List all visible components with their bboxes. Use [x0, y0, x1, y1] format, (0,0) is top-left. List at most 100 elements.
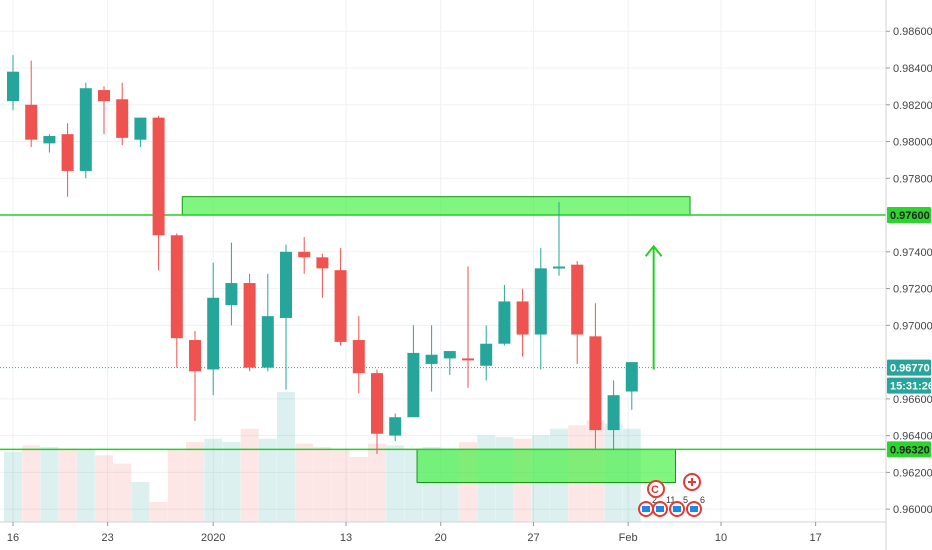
volume-bar	[186, 442, 204, 522]
event-count: 2	[652, 495, 657, 505]
candle-body	[116, 99, 129, 138]
price-axis-labels: 0.98600 0.98400 0.98200 0.98000 0.97800 0.974…	[886, 26, 932, 516]
candle-body	[462, 358, 474, 361]
volume-bar	[58, 448, 77, 522]
time-tick-label: 13	[340, 532, 352, 544]
resistance-zone[interactable]	[181, 196, 691, 216]
price-tag: 0.96770	[887, 359, 931, 376]
candle-body	[25, 104, 38, 140]
event-circle-icon[interactable]	[647, 480, 665, 498]
price-tick-label: 0.97400	[893, 247, 932, 259]
flag-icon[interactable]: 5	[669, 495, 688, 517]
price-tag-label: 0.97600	[890, 210, 930, 222]
price-tag: 0.96320	[887, 441, 931, 458]
time-tick-label: 10	[715, 532, 727, 544]
volume-bar	[204, 438, 223, 522]
flag-icon[interactable]: 2	[638, 495, 657, 517]
drawn-zones[interactable]	[181, 196, 691, 483]
price-tick-label: 0.97200	[893, 284, 932, 296]
price-tick-label: 0.98400	[893, 63, 932, 75]
event-count: 6	[700, 495, 705, 505]
volume-bar	[258, 438, 277, 522]
volume-bar	[95, 455, 113, 522]
price-tick-label: 0.98600	[893, 26, 932, 38]
volume-bar	[149, 502, 168, 522]
candle-body	[243, 283, 256, 368]
candle-body	[207, 297, 220, 370]
candle-body	[498, 301, 511, 344]
volume-bar	[4, 452, 22, 522]
event-count: 5	[683, 495, 688, 505]
flag-icon[interactable]: 11	[652, 495, 675, 517]
price-tag: 15:31:26	[887, 377, 932, 394]
price-tick-label: 0.96000	[893, 504, 932, 516]
price-tag-bg	[887, 441, 931, 458]
price-tag-bg	[887, 207, 931, 224]
price-tag-label: 0.96770	[890, 363, 930, 375]
volume-bar	[167, 450, 186, 522]
volume-bar	[313, 447, 332, 522]
candle-body	[371, 373, 383, 434]
event-c-glyph: C	[651, 484, 659, 496]
plus-v	[691, 478, 693, 486]
candle-body	[280, 251, 292, 318]
support-zone[interactable]	[416, 448, 676, 483]
price-tag-label: 0.96320	[890, 444, 930, 456]
candle-body	[98, 90, 110, 102]
volume-bar	[22, 445, 41, 522]
volume-bar	[295, 443, 314, 522]
price-axis-panel[interactable]	[886, 0, 932, 550]
candle-body	[553, 266, 565, 269]
time-tick-label: 27	[527, 532, 539, 544]
arrow-head[interactable]	[644, 244, 663, 257]
volume-bar	[386, 445, 405, 522]
candle-body	[480, 343, 493, 366]
candle-body	[516, 301, 529, 335]
time-axis-labels: 16 23 2020 13 20 27 Feb 10 17	[7, 522, 822, 544]
price-tag-label: 15:31:26	[890, 381, 932, 393]
candle-body	[43, 136, 56, 144]
event-count: 11	[666, 495, 675, 505]
candles	[7, 55, 638, 454]
volume-bar	[240, 428, 259, 522]
volume-bar	[40, 447, 59, 522]
candle-body	[625, 362, 638, 392]
candle-body	[534, 268, 547, 335]
candle-body	[589, 336, 602, 431]
flag-icon[interactable]: 6	[686, 495, 705, 517]
candle-body	[61, 134, 74, 171]
candle-body	[79, 88, 92, 171]
volume-bar	[131, 482, 150, 522]
price-tick-label: 0.96200	[893, 467, 932, 479]
candle-body	[389, 417, 402, 436]
projection-arrow[interactable]	[644, 244, 663, 370]
candle-body	[571, 264, 584, 335]
candle-body	[443, 351, 456, 359]
candle-body	[170, 235, 183, 339]
event-markers[interactable]: 2 11 5 6 C	[638, 473, 705, 517]
volume-bar	[113, 463, 132, 522]
candle-body	[7, 71, 19, 102]
price-tick-label: 0.96600	[893, 394, 932, 406]
candle-body	[316, 257, 329, 269]
candle-body	[189, 340, 201, 372]
event-flag	[656, 506, 664, 512]
candle-body	[225, 283, 238, 306]
price-tags: 0.97600 0.96770 15:31:26 0.96320	[887, 207, 932, 458]
price-tick-label: 0.97000	[893, 320, 932, 332]
time-tick-label: 17	[809, 532, 821, 544]
candle-body	[352, 340, 365, 374]
candle-body	[607, 395, 620, 431]
volume-bar	[277, 392, 295, 522]
price-tick-label: 0.97800	[893, 173, 932, 185]
horizontal-lines[interactable]	[0, 214, 886, 451]
time-tick-label: 2020	[201, 532, 225, 544]
price-tag-bg	[887, 377, 931, 394]
time-tick-label: 16	[7, 532, 19, 544]
price-tick-label: 0.98000	[893, 137, 932, 149]
volume-bar	[331, 450, 350, 522]
candle-body	[334, 270, 347, 342]
volume-bar	[368, 443, 386, 522]
event-flag	[673, 506, 681, 512]
